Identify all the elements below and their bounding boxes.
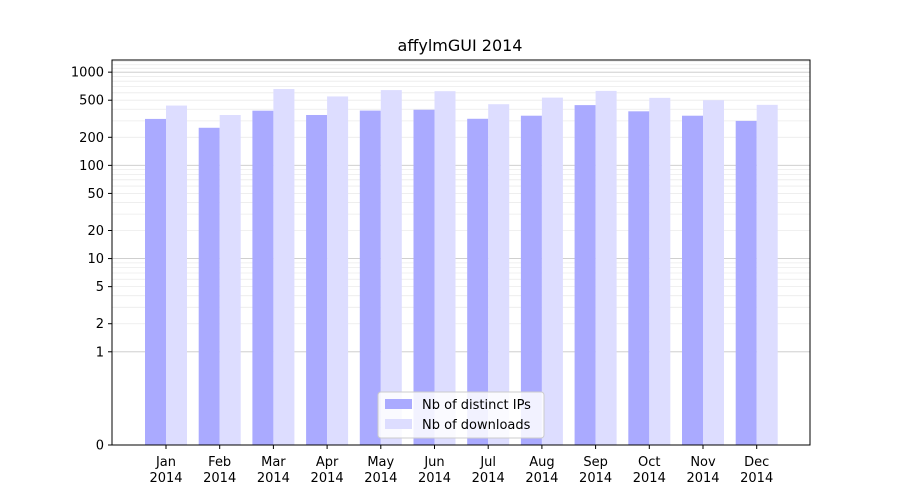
x-tick-label-month: Aug xyxy=(529,455,554,470)
x-tick-label-year: 2014 xyxy=(203,471,236,486)
x-tick-label-month: Apr xyxy=(316,455,339,470)
y-tick-label: 50 xyxy=(87,187,104,202)
legend-box xyxy=(377,391,545,439)
bars xyxy=(145,89,778,446)
legend-swatch xyxy=(385,399,412,409)
bar-distinct-ips-jul xyxy=(467,118,489,445)
x-tick-label-year: 2014 xyxy=(579,471,612,486)
bar-downloads-apr xyxy=(327,96,349,446)
bar-downloads-jul xyxy=(488,104,510,445)
x-tick-label-month: Jan xyxy=(155,455,176,470)
x-tick-label-month: Feb xyxy=(208,455,231,470)
x-tick-label-month: Jul xyxy=(479,455,496,470)
x-tick-label-month: Jun xyxy=(423,455,444,470)
bar-downloads-sep xyxy=(595,90,617,445)
bar-downloads-dec xyxy=(756,104,778,445)
axes: 01251020501002005001000Jan2014Feb2014Mar… xyxy=(71,59,811,486)
x-tick-label-month: Sep xyxy=(583,455,608,470)
bar-distinct-ips-dec xyxy=(735,120,757,446)
bar-distinct-ips-nov xyxy=(682,115,703,445)
x-tick-label-year: 2014 xyxy=(364,471,397,486)
y-tick-label: 10 xyxy=(87,252,104,267)
x-tick-label-month: Mar xyxy=(261,455,286,470)
bar-downloads-may xyxy=(380,90,402,445)
y-tick-label: 20 xyxy=(87,224,104,239)
x-tick-label-year: 2014 xyxy=(686,471,719,486)
y-tick-label: 1 xyxy=(96,345,104,360)
x-tick-label-month: Nov xyxy=(690,455,716,470)
bar-distinct-ips-aug xyxy=(520,115,542,445)
x-tick-label-year: 2014 xyxy=(740,471,773,486)
x-tick-label-month: May xyxy=(367,455,394,470)
x-tick-label-year: 2014 xyxy=(311,471,344,486)
x-tick-label-year: 2014 xyxy=(525,471,558,486)
bar-downloads-aug xyxy=(541,97,563,445)
y-tick-label: 200 xyxy=(79,131,104,146)
x-tick-label-month: Oct xyxy=(638,455,660,470)
bar-distinct-ips-mar xyxy=(252,110,274,445)
bar-downloads-jan xyxy=(166,105,187,445)
bar-downloads-jun xyxy=(434,91,456,446)
chart-title: affylmGUI 2014 xyxy=(398,36,523,55)
legend-swatch xyxy=(385,419,412,429)
bar-downloads-mar xyxy=(273,89,295,445)
bar-downloads-feb xyxy=(219,114,241,445)
x-tick-label-month: Dec xyxy=(744,455,769,470)
x-tick-label-year: 2014 xyxy=(257,471,290,486)
bar-distinct-ips-sep xyxy=(574,105,596,446)
bar-distinct-ips-may xyxy=(359,110,381,445)
x-tick-label-year: 2014 xyxy=(633,471,666,486)
bar-distinct-ips-oct xyxy=(628,111,650,445)
legend-label: Nb of distinct IPs xyxy=(422,398,531,413)
y-tick-label: 500 xyxy=(79,94,104,109)
bar-downloads-nov xyxy=(703,100,724,446)
y-tick-label: 2 xyxy=(96,317,104,332)
y-tick-label: 0 xyxy=(96,439,104,454)
y-tick-label: 5 xyxy=(96,280,104,295)
x-tick-label-year: 2014 xyxy=(418,471,451,486)
bar-distinct-ips-apr xyxy=(306,114,328,445)
x-tick-label-year: 2014 xyxy=(149,471,182,486)
x-tick-label-year: 2014 xyxy=(472,471,505,486)
legend-label: Nb of downloads xyxy=(422,418,531,433)
y-tick-label: 100 xyxy=(79,159,104,174)
bar-distinct-ips-feb xyxy=(198,127,220,445)
y-tick-label: 1000 xyxy=(71,66,104,81)
bar-downloads-oct xyxy=(649,97,671,445)
bar-distinct-ips-jun xyxy=(413,109,435,445)
bar-distinct-ips-jan xyxy=(145,118,166,445)
plot-frame xyxy=(111,59,811,446)
legend: Nb of distinct IPs Nb of downloads xyxy=(377,391,545,439)
